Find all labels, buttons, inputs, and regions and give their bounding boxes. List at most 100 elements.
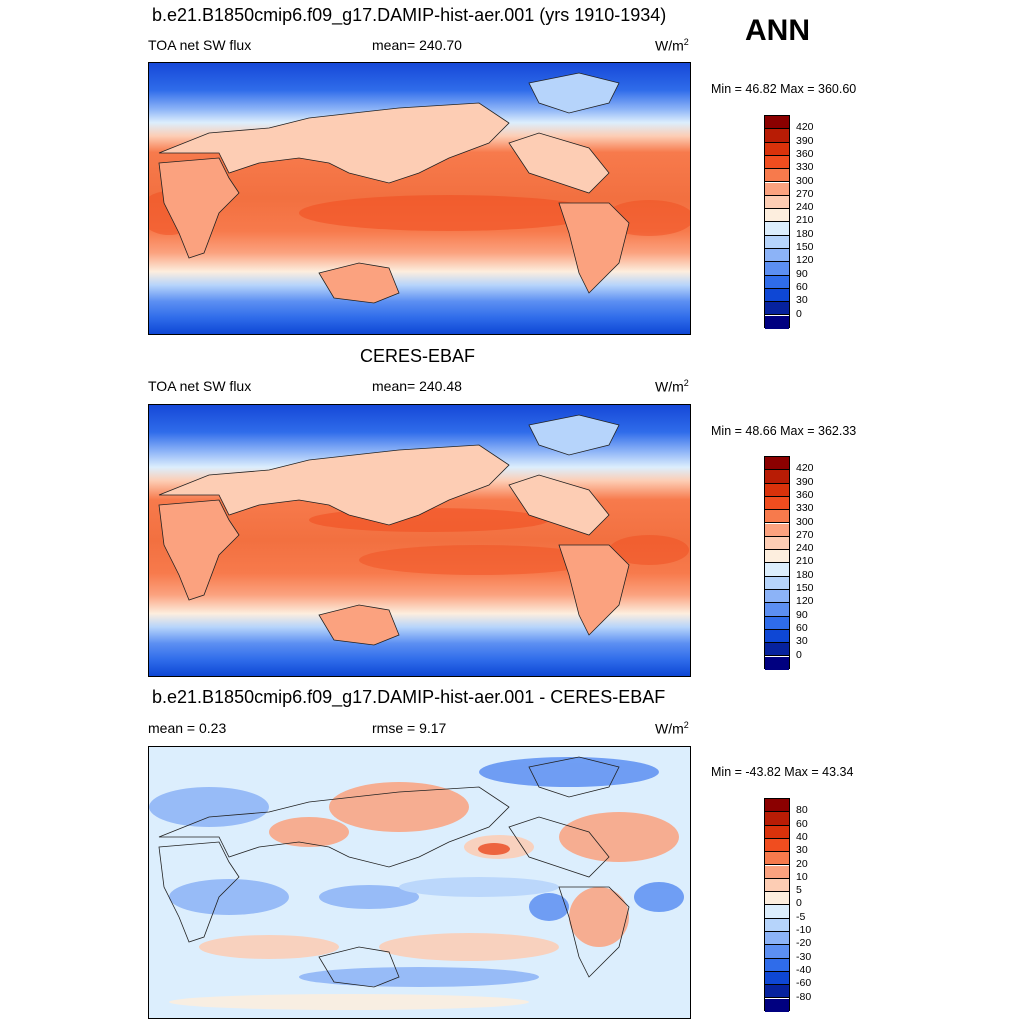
panel-2-map-field — [149, 405, 690, 676]
season-label: ANN — [745, 14, 810, 47]
panel-1-mean-label: mean= 240.70 — [372, 37, 462, 53]
colorbar-label: 30 — [796, 635, 808, 648]
colorbar-label: 120 — [796, 254, 814, 267]
panel-3-colorbar — [764, 798, 790, 1012]
colorbar-label: 120 — [796, 595, 814, 608]
panel-3-rmse-label: rmse = 9.17 — [372, 720, 447, 736]
colorbar-box — [765, 142, 789, 156]
colorbar-box — [765, 629, 789, 644]
colorbar-label: 270 — [796, 528, 814, 541]
panel-1-minmax: Min = 46.82 Max = 360.60 — [711, 82, 857, 96]
colorbar-label: 30 — [796, 294, 808, 307]
colorbar-box — [765, 985, 789, 999]
colorbar-label: 270 — [796, 187, 814, 200]
colorbar-label: 210 — [796, 214, 814, 227]
colorbar-box — [765, 971, 789, 986]
panel-1-title: b.e21.B1850cmip6.f09_g17.DAMIP-hist-aer.… — [152, 5, 667, 25]
colorbar-box — [765, 905, 789, 919]
colorbar-box — [765, 998, 789, 1012]
colorbar-box — [765, 169, 789, 183]
colorbar-box — [765, 129, 789, 143]
colorbar-box — [765, 275, 789, 289]
colorbar-label: 80 — [796, 804, 808, 817]
colorbar-label: -20 — [796, 937, 812, 950]
panel-2-units: W/m2 — [655, 378, 689, 395]
colorbar-box — [765, 590, 789, 604]
colorbar-label: 10 — [796, 870, 808, 883]
colorbar-label: -80 — [796, 990, 812, 1003]
colorbar-label: 300 — [796, 174, 814, 187]
colorbar-box — [765, 195, 789, 210]
colorbar-label: 90 — [796, 608, 808, 621]
colorbar-label: 360 — [796, 147, 814, 160]
colorbar-box — [765, 536, 789, 551]
panel-1-variable-label: TOA net SW flux — [148, 37, 252, 53]
colorbar-box — [765, 838, 789, 853]
colorbar-box — [765, 563, 789, 577]
colorbar-label: 0 — [796, 897, 802, 910]
panel-3-units: W/m2 — [655, 720, 689, 737]
colorbar-box — [765, 288, 789, 303]
colorbar-box — [765, 315, 789, 329]
colorbar-label: 180 — [796, 568, 814, 581]
colorbar-box — [765, 616, 789, 630]
colorbar-label: 390 — [796, 475, 814, 488]
panel-3-minmax: Min = -43.82 Max = 43.34 — [711, 765, 854, 779]
colorbar-label: 5 — [796, 884, 802, 897]
colorbar-label: 330 — [796, 502, 814, 515]
panel-2-title: CERES-EBAF — [360, 346, 476, 366]
colorbar-label: 240 — [796, 201, 814, 214]
colorbar-label: 60 — [796, 817, 808, 830]
colorbar-label: 330 — [796, 161, 814, 174]
panel-2-minmax: Min = 48.66 Max = 362.33 — [711, 424, 857, 438]
colorbar-box — [765, 209, 789, 223]
colorbar-label: -40 — [796, 963, 812, 976]
colorbar-label: 420 — [796, 121, 814, 134]
colorbar-label: 300 — [796, 515, 814, 528]
colorbar-label: 20 — [796, 857, 808, 870]
colorbar-box — [765, 825, 789, 839]
colorbar-label: 420 — [796, 462, 814, 475]
panel-1-units: W/m2 — [655, 37, 689, 54]
colorbar-box — [765, 510, 789, 524]
colorbar-label: 90 — [796, 267, 808, 280]
colorbar-label: -60 — [796, 977, 812, 990]
panel-2-mean-label: mean= 240.48 — [372, 378, 462, 394]
colorbar-box — [765, 182, 789, 196]
colorbar-box — [765, 958, 789, 972]
colorbar-box — [765, 852, 789, 866]
panel-3-title: b.e21.B1850cmip6.f09_g17.DAMIP-hist-aer.… — [152, 687, 666, 707]
colorbar-label: 0 — [796, 307, 802, 320]
panel-1-map — [148, 62, 691, 335]
colorbar-box — [765, 656, 789, 670]
colorbar-label: 40 — [796, 830, 808, 843]
panel-3-map-field — [149, 747, 690, 1018]
colorbar-label: 30 — [796, 844, 808, 857]
colorbar-box — [765, 457, 789, 471]
colorbar-label: 150 — [796, 582, 814, 594]
colorbar-label: 390 — [796, 134, 814, 147]
panel-1-map-field — [149, 63, 690, 334]
colorbar-label: 210 — [796, 555, 814, 568]
panel-2-map — [148, 404, 691, 677]
colorbar-box — [765, 222, 789, 236]
colorbar-box — [765, 470, 789, 484]
colorbar-label: 60 — [796, 280, 808, 293]
colorbar-label: 240 — [796, 542, 814, 555]
colorbar-label: -10 — [796, 924, 812, 936]
colorbar-box — [765, 812, 789, 826]
colorbar-box — [765, 878, 789, 893]
colorbar-box — [765, 249, 789, 263]
colorbar-box — [765, 235, 789, 249]
colorbar-box — [765, 262, 789, 276]
panel-3-mean-label: mean = 0.23 — [148, 720, 227, 736]
colorbar-box — [765, 799, 789, 813]
panel-3-map — [148, 746, 691, 1019]
colorbar-label: -30 — [796, 950, 812, 963]
panel-1-colorbar — [764, 115, 790, 329]
colorbar-box — [765, 576, 789, 590]
colorbar-box — [765, 918, 789, 932]
panel-2-colorbar — [764, 456, 790, 670]
colorbar-label: 0 — [796, 648, 802, 661]
colorbar-box — [765, 932, 789, 946]
